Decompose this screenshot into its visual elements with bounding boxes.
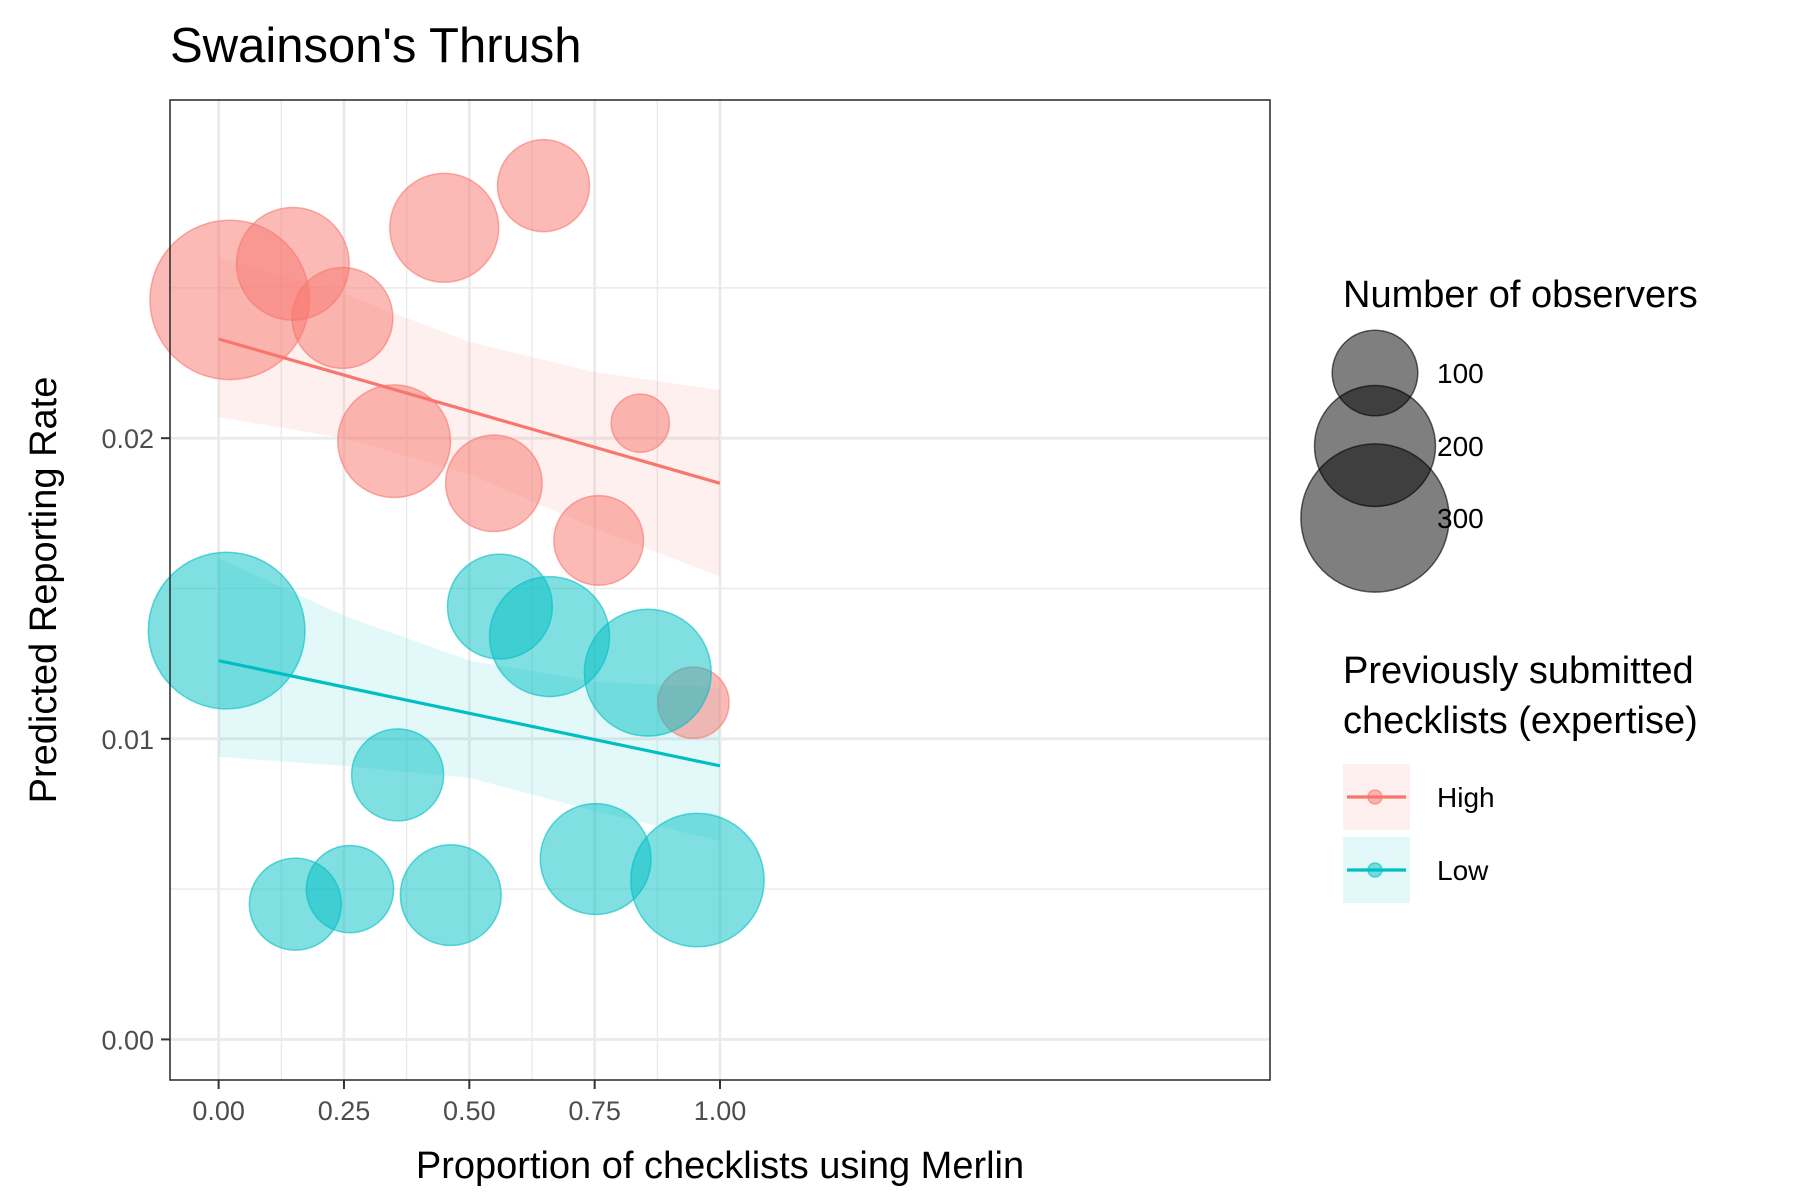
color-legend-point-high xyxy=(1367,789,1383,805)
fit-line-low xyxy=(218,659,721,768)
plot-title: Swainson's Thrush xyxy=(170,19,582,73)
color-legend-label-low: Low xyxy=(1437,855,1489,886)
axes: 0.00 0.25 0.50 0.75 1.00 0.00 0.01 0.02 xyxy=(101,424,746,1126)
y-tick-label: 0.01 xyxy=(101,725,154,755)
color-legend-label-high: High xyxy=(1437,782,1495,813)
x-tick-label: 0.00 xyxy=(192,1096,245,1126)
fit-line-high xyxy=(218,337,721,485)
data-point-low xyxy=(350,728,445,822)
legend: Number of observers 100 200 300 Previously… xyxy=(1300,274,1698,903)
x-tick-label: 0.50 xyxy=(443,1096,496,1126)
data-point-high xyxy=(553,494,645,586)
size-legend-title: Number of observers xyxy=(1343,274,1698,316)
data-point-high xyxy=(444,434,543,533)
x-axis-title: Proportion of checklists using Merlin xyxy=(416,1145,1024,1187)
confidence-band-low xyxy=(218,558,720,841)
data-point-high xyxy=(496,138,591,233)
data-point-low xyxy=(583,608,712,737)
data-point-high xyxy=(337,384,452,499)
data-point-high xyxy=(610,393,671,454)
color-legend-title-line-2: checklists (expertise) xyxy=(1343,700,1698,742)
size-legend-label: 100 xyxy=(1437,358,1484,389)
data-points xyxy=(147,138,765,951)
data-point-low xyxy=(147,551,306,710)
data-point-high xyxy=(291,266,394,370)
y-tick-label: 0.02 xyxy=(101,424,154,454)
x-tick-label: 1.00 xyxy=(694,1096,747,1126)
data-point-high xyxy=(389,172,500,283)
data-point-low xyxy=(399,843,502,947)
size-legend-key xyxy=(1300,443,1450,593)
color-legend-entries: High Low xyxy=(1343,764,1495,903)
x-tick-label: 0.75 xyxy=(568,1096,621,1126)
data-point-low xyxy=(305,844,395,934)
size-legend-label: 200 xyxy=(1437,431,1484,462)
size-legend-entries: 100 200 300 xyxy=(1300,329,1484,593)
y-tick-label: 0.00 xyxy=(101,1025,154,1055)
fit-lines xyxy=(218,337,721,768)
x-tick-label: 0.25 xyxy=(318,1096,371,1126)
color-legend-point-low xyxy=(1367,862,1383,878)
y-axis-title: Predicted Reporting Rate xyxy=(23,377,65,804)
size-legend-label: 300 xyxy=(1437,503,1484,534)
data-point-low xyxy=(630,812,765,948)
color-legend-title-line-1: Previously submitted xyxy=(1343,650,1694,692)
